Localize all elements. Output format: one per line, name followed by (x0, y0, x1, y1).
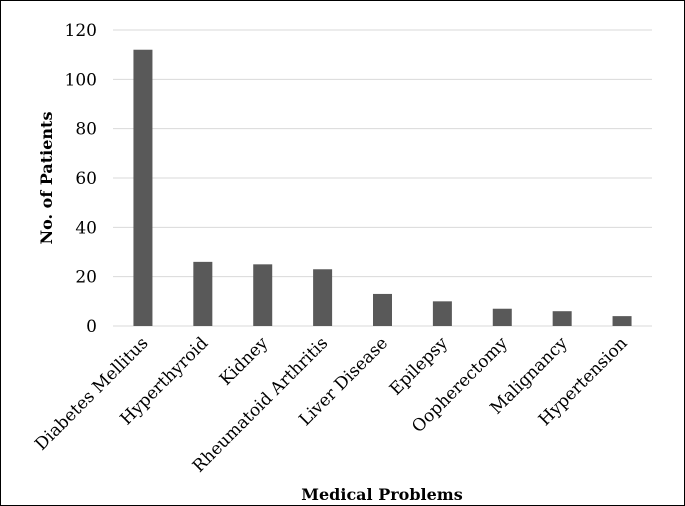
y-tick-label: 20 (75, 268, 97, 288)
y-tick-label: 100 (65, 70, 97, 90)
y-tick-label: 40 (75, 218, 97, 238)
bar (552, 311, 572, 326)
bar (373, 293, 392, 326)
bar (492, 308, 512, 326)
x-tick-label: Kidney (216, 333, 273, 390)
bar (313, 269, 333, 326)
y-tick-label: 0 (86, 317, 97, 337)
bar (253, 264, 273, 326)
bar (133, 49, 153, 326)
y-tick-label: 60 (75, 169, 97, 189)
y-tick-label: 120 (65, 21, 97, 41)
x-tick-label: Diabetes Mellitus (31, 333, 152, 454)
bar (193, 261, 213, 326)
bar (612, 316, 632, 326)
x-axis-title: Medical Problems (301, 485, 462, 504)
y-tick-labels: 0 20 40 60 80 100 120 (65, 21, 97, 337)
y-axis-title: No. of Patients (37, 112, 56, 245)
bars (133, 49, 632, 326)
bar (432, 301, 452, 326)
y-tick-label: 80 (75, 120, 97, 140)
